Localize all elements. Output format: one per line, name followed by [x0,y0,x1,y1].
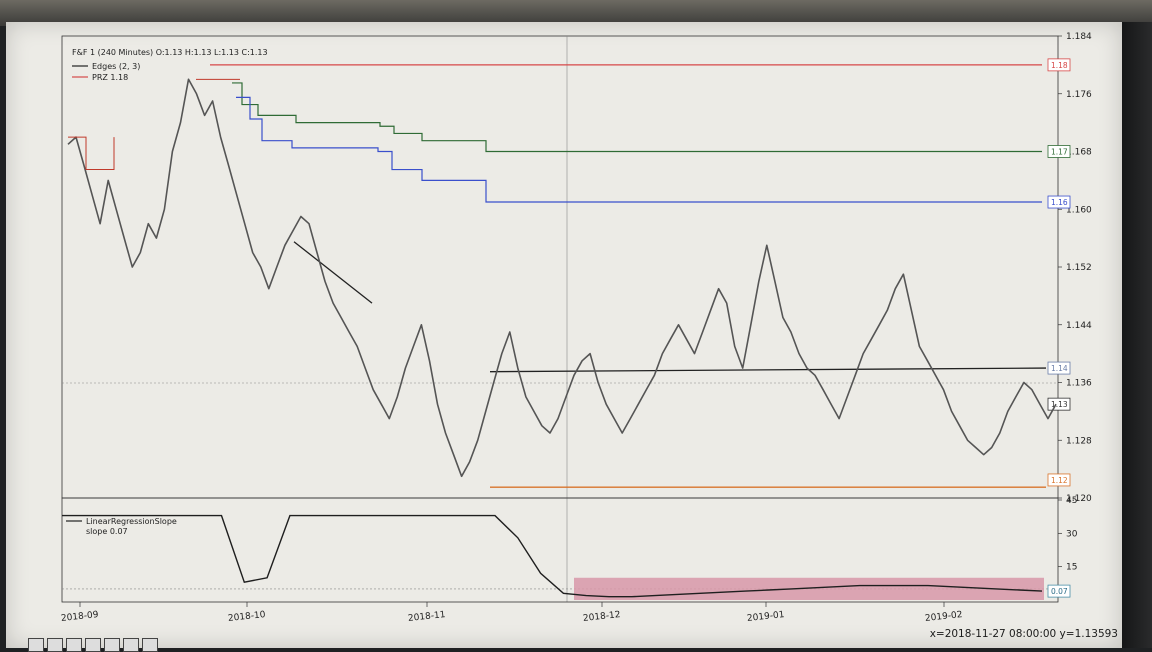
blue-level-line [236,96,1042,203]
y-tick-label: 1.184 [1066,32,1092,42]
cursor-coordinates: x=2018-11-27 08:00:00 y=1.13593 [929,628,1118,640]
level-label: 1.14 [1051,364,1068,373]
chart-screen: 1.184 1.176 1.168 1.160 1.152 1.144 1.136 1.128… [6,22,1122,648]
slope-y-tick-label: 30 [1066,529,1078,539]
edges-step-line [68,136,115,171]
x-tick-label: 2018-12 [583,610,621,624]
regression-line [489,367,1047,373]
slope-plot-frame [61,497,1059,603]
pan-icon[interactable] [85,638,101,652]
trend-line [293,241,373,304]
monitor-bezel-right [1122,22,1152,648]
slope-band [574,577,1044,600]
y-tick-label: 1.128 [1066,436,1092,446]
level-label: 1.17 [1051,148,1068,157]
chart-title: F&F 1 (240 Minutes) O:1.13 H:1.13 L:1.13… [72,48,268,57]
level-label-box [1047,195,1071,209]
level-label: 1.18 [1051,61,1068,70]
level-label: 1.16 [1051,198,1068,207]
main-price-chart: 1.184 1.176 1.168 1.160 1.152 1.144 1.136 1.128… [61,32,1092,624]
legend-entry-prz: PRZ 1.18 [92,73,128,82]
y-tick-label: 1.136 [1066,379,1092,389]
main-plot-frame [61,35,1059,499]
legend-entry-slope: LinearRegressionSlope [86,517,177,526]
save-icon[interactable] [142,638,158,652]
level-label-box [1047,473,1071,487]
level-label: 1.12 [1051,476,1068,485]
slope-value-label: 0.07 [1051,587,1068,596]
x-tick-label: 2018-11 [408,610,446,624]
level-label-box [1047,361,1071,375]
legend-entry-edges: Edges (2, 3) [92,62,140,71]
plot-toolbar [28,638,158,652]
y-tick-label: 1.144 [1066,321,1092,331]
y-tick-label: 1.160 [1066,205,1092,215]
slope-line [62,514,1043,598]
x-tick-label: 2018-10 [228,610,267,624]
level-label: 1.13 [1051,400,1068,409]
monitor-bezel-top [0,0,1152,26]
x-tick-label: 2019-01 [747,610,785,624]
x-tick-label: 2018-09 [61,610,100,624]
back-icon[interactable] [47,638,63,652]
configure-icon[interactable] [123,638,139,652]
level-label-box [1047,58,1071,72]
y-tick-label: 1.152 [1066,263,1092,273]
home-icon[interactable] [28,638,44,652]
y-tick-label: 1.120 [1066,494,1092,504]
chart-canvas[interactable]: 1.184 1.176 1.168 1.160 1.152 1.144 1.136 1.128… [6,22,1122,648]
y-tick-label: 1.168 [1066,148,1092,158]
forward-icon[interactable] [66,638,82,652]
green-level-line [232,82,1042,153]
price-line [67,78,1057,478]
y-tick-label: 1.176 [1066,90,1092,100]
x-tick-label: 2019-02 [925,610,963,624]
slope-value-box [1047,584,1071,598]
legend-entry-slope-value: slope 0.07 [86,527,128,536]
slope-y-tick-label: 15 [1066,563,1077,573]
level-label-box [1047,145,1071,158]
zoom-icon[interactable] [104,638,120,652]
slope-y-tick-label: 45 [1066,496,1077,506]
